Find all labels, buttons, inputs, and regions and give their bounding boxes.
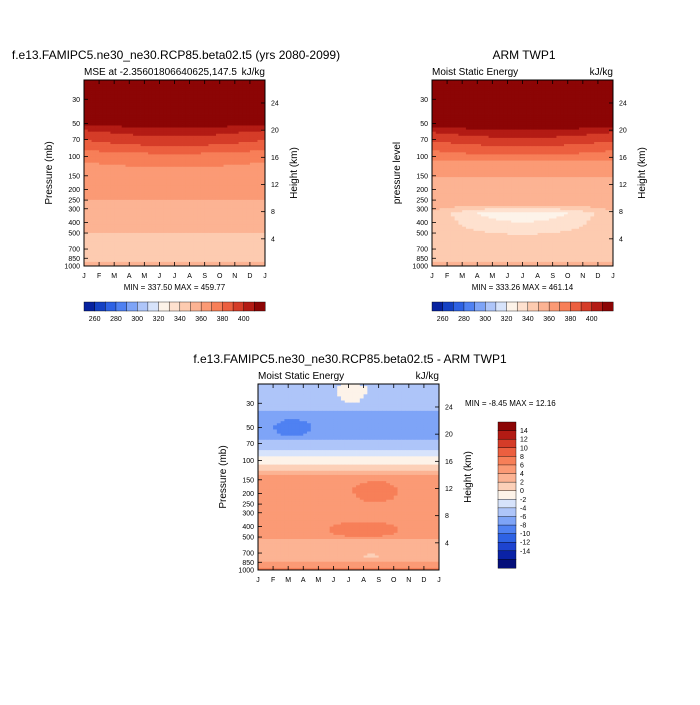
month-tick-label: N (232, 273, 237, 280)
pressure-tick-label: 100 (68, 154, 80, 161)
pressure-tick-label: 500 (68, 231, 80, 238)
pressure-tick-label: 30 (72, 97, 80, 104)
month-tick-label: S (202, 273, 207, 280)
height-tick-label: 4 (271, 236, 275, 243)
month-tick-label: F (97, 273, 101, 280)
subtitle-right: kJ/kg (242, 67, 265, 78)
pressure-tick-label: 850 (68, 256, 80, 263)
pressure-tick-label: 200 (68, 187, 80, 194)
pressure-tick-label: 70 (72, 137, 80, 144)
month-tick-label: A (187, 273, 192, 280)
height-tick-label: 24 (271, 100, 279, 107)
subtitle-left: MSE at -2.35601806640625,147.5 (84, 67, 237, 78)
heatmap-cells (84, 80, 265, 266)
pressure-tick-label: 1000 (64, 264, 80, 271)
month-tick-label: D (247, 273, 252, 280)
heatmap-cells (432, 80, 613, 266)
pressure-tick-label: 50 (72, 121, 80, 128)
pressure-tick-label: 300 (68, 206, 80, 213)
month-tick-label: J (82, 273, 86, 280)
month-tick-label: J (263, 273, 267, 280)
title-diff-panel: f.e13.FAMIPC5.ne30_ne30.RCP85.beta02.t5 … (193, 352, 507, 366)
month-tick-label: O (217, 273, 223, 280)
y2-axis-label: Height (km) (289, 147, 300, 199)
title-right-panel: ARM TWP1 (492, 48, 555, 62)
pressure-tick-label: 400 (68, 220, 80, 227)
pressure-tick-label: 700 (68, 247, 80, 254)
month-tick-label: M (141, 273, 147, 280)
month-tick-label: A (127, 273, 132, 280)
title-left-panel: f.e13.FAMIPC5.ne30_ne30.RCP85.beta02.t5 … (12, 48, 340, 62)
min-max-stats: MIN = 337.50 MAX = 459.77 (124, 283, 226, 292)
month-tick-label: J (173, 273, 177, 280)
month-tick-label: M (111, 273, 117, 280)
height-tick-label: 16 (271, 155, 279, 162)
y-axis-label: Pressure (mb) (44, 141, 55, 204)
pressure-tick-label: 250 (68, 198, 80, 205)
height-tick-label: 8 (271, 209, 275, 216)
month-tick-label: J (158, 273, 162, 280)
model-panel: MSE at -2.35601806640625,147.5 kJ/kg 30 50 7… (44, 67, 300, 292)
height-tick-label: 12 (271, 182, 279, 189)
pressure-tick-label: 150 (68, 173, 80, 180)
height-tick-label: 20 (271, 128, 279, 135)
